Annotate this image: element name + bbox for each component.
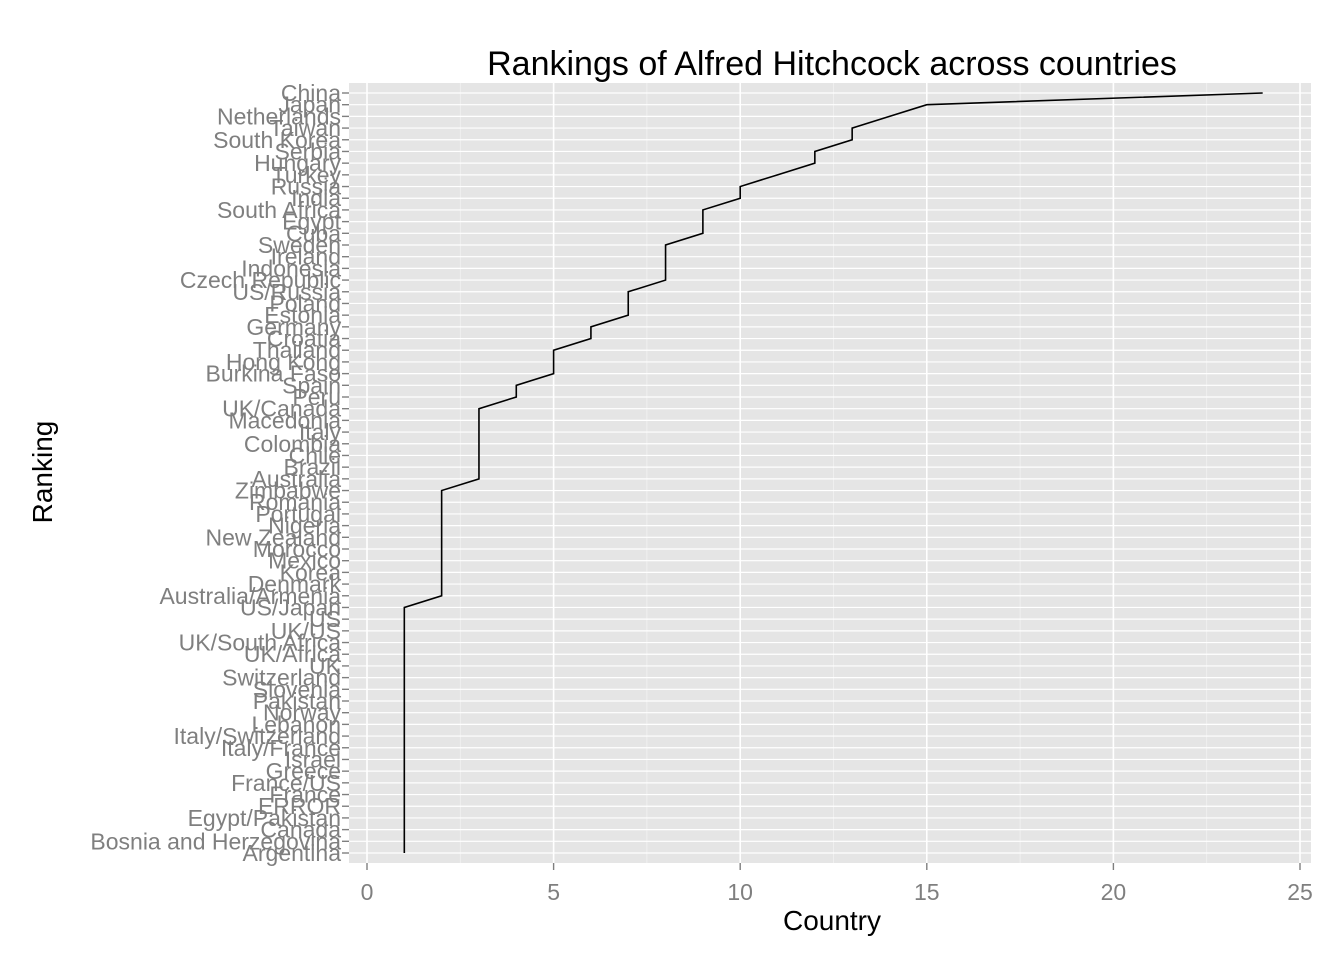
y-tick-label: UK/US xyxy=(271,618,341,644)
y-tick-label: UK/South Africa xyxy=(179,630,342,656)
y-tick-label: Egypt/Pakistan xyxy=(188,805,341,831)
x-tick-label: 15 xyxy=(914,879,940,905)
y-tick-label: Canada xyxy=(260,817,341,843)
plot-panel xyxy=(349,83,1311,863)
y-tick-label: Lebanon xyxy=(251,711,341,737)
y-tick-label: Macedonia xyxy=(228,407,341,433)
y-tick-label: Slovenia xyxy=(253,676,341,702)
y-tick-label: South Africa xyxy=(217,197,341,223)
ranking-line xyxy=(403,92,1263,853)
y-tick-label: Morocco xyxy=(253,536,341,562)
y-tick-label: Russia xyxy=(271,174,342,200)
y-tick-label: Serbia xyxy=(275,138,342,164)
y-tick-label: UK/Africa xyxy=(244,641,341,667)
y-tick-label: Thailand xyxy=(253,337,341,363)
x-tick-label: 20 xyxy=(1101,879,1127,905)
y-tick-label: Estonia xyxy=(264,302,341,328)
y-tick-label: Israel xyxy=(285,746,341,772)
y-tick-label: Italy xyxy=(299,419,342,445)
y-tick-label: US xyxy=(309,606,341,632)
y-tick-label: UK/Canada xyxy=(222,396,341,422)
y-tick-label: New Zealand xyxy=(205,524,341,550)
y-tick-label: Colombia xyxy=(244,431,341,457)
x-tick-label: 25 xyxy=(1287,879,1313,905)
y-tick-label: Netherlands xyxy=(217,103,341,129)
y-tick-label: Switzerland xyxy=(222,665,341,691)
y-tick-label: Turkey xyxy=(272,162,342,188)
chart-title: Rankings of Alfred Hitchcock across coun… xyxy=(487,45,1177,83)
y-tick-label: Sweden xyxy=(258,232,341,258)
y-tick-label: Hungary xyxy=(254,150,341,176)
y-tick-label: Argentina xyxy=(243,840,342,866)
y-tick-label: Japan xyxy=(278,92,341,118)
y-tick-label: Hong Kong xyxy=(226,349,341,375)
y-tick-label: China xyxy=(281,80,341,106)
y-tick-label: Egypt xyxy=(282,209,341,235)
y-tick-label: Italy/France xyxy=(221,735,341,761)
y-tick-label: Peru xyxy=(292,384,341,410)
y-tick-label: France/US xyxy=(231,770,341,796)
y-tick-label: Taiwan xyxy=(269,115,341,141)
y-tick-label: Burkina Faso xyxy=(205,361,341,387)
y-tick-label: Nigeria xyxy=(268,513,341,539)
y-tick-label: Cuba xyxy=(286,220,341,246)
y-tick-label: Poland xyxy=(269,290,341,316)
x-tick-label: 10 xyxy=(727,879,753,905)
y-tick-label: US/Japan xyxy=(240,594,341,620)
y-tick-label: Czech Republic xyxy=(180,267,341,293)
gridlines xyxy=(349,83,1311,863)
y-tick-label: Korea xyxy=(280,559,342,585)
y-tick-label: Croatia xyxy=(267,326,341,352)
y-tick-label: Spain xyxy=(282,372,341,398)
x-tick-label: 5 xyxy=(547,879,560,905)
y-tick-label: Zimbabwe xyxy=(235,478,341,504)
y-axis-title: Ranking xyxy=(27,421,58,524)
y-tick-label: Romania xyxy=(249,489,341,515)
y-tick-label: Chile xyxy=(289,442,341,468)
y-tick-label: Australia/Armenia xyxy=(159,583,341,609)
y-tick-label: Australia xyxy=(252,466,342,492)
y-tick-label: Bosnia and Herzegovina xyxy=(90,828,341,854)
y-tick-label: South Korea xyxy=(213,127,341,153)
y-tick-label: Greece xyxy=(266,758,341,784)
y-tick-label: India xyxy=(291,185,341,211)
x-axis: 0 5 10 15 20 25 xyxy=(361,863,1313,905)
y-tick-label: Denmark xyxy=(248,571,342,597)
x-axis-title: Country xyxy=(783,905,881,936)
y-tick-label: Indonesia xyxy=(241,255,341,281)
y-tick-label: Portugal xyxy=(255,501,341,527)
y-tick-label: Germany xyxy=(246,314,341,340)
y-tick-label: Ireland xyxy=(271,244,341,270)
y-tick-label: Italy/Switzerland xyxy=(174,723,341,749)
y-tick-label: UK xyxy=(309,653,342,679)
y-tick-label: France xyxy=(269,782,341,808)
x-tick-label: 0 xyxy=(361,879,374,905)
y-tick-label: US/Russia xyxy=(232,279,341,305)
y-tick-label: Brazil xyxy=(283,454,341,480)
y-tick-label: Mexico xyxy=(268,548,341,574)
y-tick-label: ERROR xyxy=(258,793,341,819)
y-tick-label: Norway xyxy=(263,700,341,726)
y-tick-label: Pakistan xyxy=(253,688,341,714)
